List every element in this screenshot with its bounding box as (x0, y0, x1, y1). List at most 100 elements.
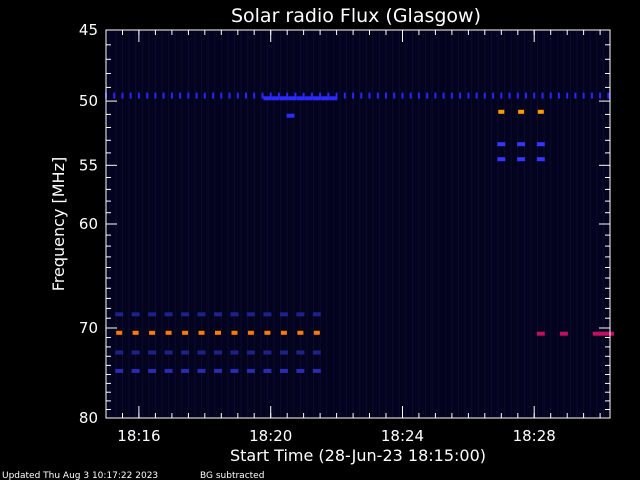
emission-mark (500, 92, 503, 99)
y-tick-label: 60 (79, 215, 98, 233)
emission-mark (231, 330, 238, 335)
emission-mark (131, 368, 140, 373)
emission-mark (312, 96, 321, 101)
emission-mark (294, 92, 297, 99)
emission-mark (599, 331, 608, 336)
emission-mark (393, 92, 396, 99)
emission-mark (549, 92, 552, 99)
emission-mark (442, 92, 445, 99)
emission-mark (263, 368, 272, 373)
emission-mark (574, 92, 577, 99)
emission-mark (263, 312, 272, 317)
emission-mark (279, 312, 288, 317)
emission-mark (230, 350, 239, 355)
emission-mark (368, 92, 371, 99)
emission-mark (131, 312, 140, 317)
emission-mark (434, 92, 437, 99)
emission-mark (162, 92, 165, 99)
emission-mark (277, 92, 280, 99)
bg-subtracted-note: BG subtracted (200, 471, 264, 480)
emission-mark (115, 368, 124, 373)
emission-mark (498, 109, 505, 114)
emission-mark (165, 330, 172, 335)
emission-mark (129, 92, 132, 99)
emission-mark (113, 92, 116, 99)
emission-mark (297, 330, 304, 335)
emission-mark (246, 350, 255, 355)
y-tick-label: 80 (79, 409, 98, 427)
emission-mark (181, 368, 190, 373)
emission-mark (475, 92, 478, 99)
emission-mark (497, 142, 506, 147)
emission-mark (164, 368, 173, 373)
emission-mark (310, 92, 313, 99)
emission-mark (245, 92, 247, 99)
emission-mark (590, 92, 593, 99)
emission-mark (164, 312, 173, 317)
emission-mark (261, 92, 264, 99)
emission-mark (409, 92, 412, 99)
emission-mark (467, 92, 470, 99)
emission-mark (263, 350, 272, 355)
emission-mark (115, 312, 124, 317)
emission-mark (541, 92, 544, 99)
emission-mark (319, 92, 322, 99)
emission-mark (220, 92, 223, 99)
emission-mark (518, 109, 525, 114)
emission-mark (170, 92, 173, 99)
emission-mark (312, 350, 321, 355)
emission-mark (253, 92, 256, 99)
emission-mark (312, 368, 321, 373)
emission-mark (179, 92, 182, 99)
emission-mark (483, 92, 486, 99)
emission-mark (154, 92, 157, 99)
emission-mark (236, 92, 239, 99)
x-tick-label: 18:16 (117, 427, 160, 445)
emission-mark (148, 312, 157, 317)
emission-mark (149, 330, 156, 335)
emission-mark (121, 92, 124, 99)
emission-mark (269, 92, 272, 99)
emission-mark (230, 312, 239, 317)
emission-mark (286, 92, 289, 99)
x-axis: 18:16 18:20 18:24 18:28 (105, 30, 601, 445)
emission-mark (148, 368, 157, 373)
y-tick-label: 70 (79, 319, 98, 337)
emission-mark (559, 331, 568, 336)
emission-mark (401, 92, 404, 99)
emission-mark (195, 92, 198, 99)
x-tick-label: 18:28 (513, 427, 556, 445)
emission-mark (492, 92, 495, 99)
emission-mark (302, 92, 305, 99)
chart-title: Solar radio Flux (Glasgow) (231, 5, 481, 27)
emission-mark (385, 92, 387, 99)
emission-mark (459, 92, 462, 99)
plot-area (105, 29, 614, 419)
emission-mark (181, 350, 190, 355)
emission-mark (329, 96, 338, 101)
emission-mark (557, 92, 560, 99)
emission-mark (304, 96, 313, 101)
emission-mark (426, 92, 429, 99)
emission-mark (271, 96, 280, 101)
emission-mark (296, 350, 305, 355)
emission-mark (288, 96, 297, 101)
emission-mark (131, 350, 140, 355)
emission-mark (566, 92, 569, 99)
emission-mark (187, 92, 190, 99)
emission-mark (214, 350, 222, 355)
emission-mark (607, 92, 610, 99)
emission-mark (132, 330, 139, 335)
emission-mark (279, 368, 288, 373)
emission-mark (212, 92, 215, 99)
emission-mark (417, 92, 420, 99)
emission-mark (230, 368, 239, 373)
emission-mark (335, 92, 338, 99)
emission-mark (313, 330, 320, 335)
x-tick-label: 18:20 (249, 427, 292, 445)
emission-mark (296, 312, 305, 317)
emission-mark (327, 92, 330, 99)
emission-mark (247, 330, 254, 335)
emission-mark (582, 92, 585, 99)
emission-mark (536, 157, 545, 162)
